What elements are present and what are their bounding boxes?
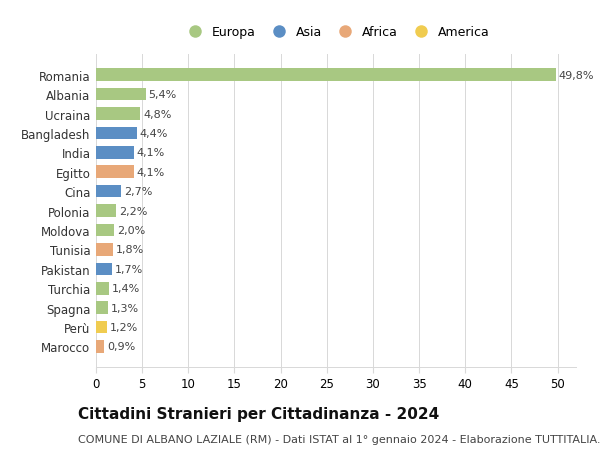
Text: 1,8%: 1,8% <box>115 245 143 255</box>
Text: 1,7%: 1,7% <box>115 264 143 274</box>
Text: 4,1%: 4,1% <box>137 168 165 177</box>
Bar <box>96 224 115 237</box>
Bar <box>96 127 137 140</box>
Bar <box>96 282 109 295</box>
Bar <box>96 147 134 159</box>
Bar <box>96 69 556 82</box>
Bar <box>96 244 113 256</box>
Text: 1,4%: 1,4% <box>112 284 140 294</box>
Bar <box>96 89 146 101</box>
Text: 4,4%: 4,4% <box>139 129 168 139</box>
Legend: Europa, Asia, Africa, America: Europa, Asia, Africa, America <box>179 24 493 42</box>
Bar <box>96 321 107 334</box>
Bar <box>96 205 116 218</box>
Text: 1,2%: 1,2% <box>110 322 138 332</box>
Text: Cittadini Stranieri per Cittadinanza - 2024: Cittadini Stranieri per Cittadinanza - 2… <box>78 406 439 421</box>
Text: 5,4%: 5,4% <box>149 90 177 100</box>
Text: COMUNE DI ALBANO LAZIALE (RM) - Dati ISTAT al 1° gennaio 2024 - Elaborazione TUT: COMUNE DI ALBANO LAZIALE (RM) - Dati IST… <box>78 434 600 444</box>
Text: 4,1%: 4,1% <box>137 148 165 158</box>
Text: 2,7%: 2,7% <box>124 187 152 197</box>
Bar <box>96 108 140 121</box>
Text: 4,8%: 4,8% <box>143 109 172 119</box>
Text: 49,8%: 49,8% <box>559 71 594 80</box>
Bar <box>96 185 121 198</box>
Bar <box>96 341 104 353</box>
Text: 0,9%: 0,9% <box>107 342 136 352</box>
Bar <box>96 302 108 314</box>
Bar <box>96 166 134 179</box>
Text: 2,2%: 2,2% <box>119 206 148 216</box>
Bar <box>96 263 112 275</box>
Text: 2,0%: 2,0% <box>117 225 145 235</box>
Text: 1,3%: 1,3% <box>111 303 139 313</box>
